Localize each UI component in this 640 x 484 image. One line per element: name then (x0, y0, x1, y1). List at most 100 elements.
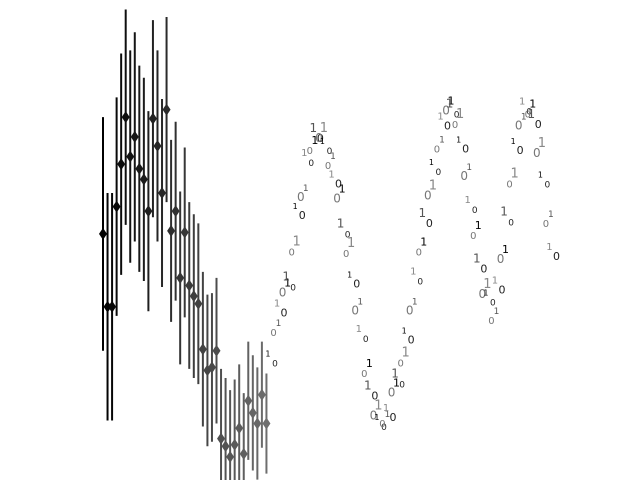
digit-zero-label: 0 (508, 218, 514, 228)
digit-one-label: 1 (546, 242, 552, 253)
diamond-marker (108, 300, 117, 313)
digit-zero-label: 0 (397, 358, 403, 369)
digit-one-label: 1 (538, 136, 546, 151)
digit-one-label: 1 (475, 219, 482, 232)
digit-one-label: 1 (357, 298, 363, 308)
diamond-marker (117, 158, 126, 171)
digit-one-label: 1 (284, 277, 291, 290)
digit-one-label: 1 (347, 270, 352, 279)
digit-zero-label: 0 (353, 277, 360, 290)
digit-one-label: 1 (502, 243, 509, 256)
digit-zero-label: 0 (545, 180, 551, 190)
digit-one-label: 1 (511, 137, 516, 146)
digit-one-label: 1 (366, 357, 373, 370)
digit-zero-label: 0 (325, 161, 331, 172)
marker-layer (99, 103, 271, 463)
diamond-marker (148, 112, 157, 125)
diamond-marker (212, 344, 221, 357)
digit-one-label: 1 (439, 135, 445, 145)
digit-one-label: 1 (429, 158, 434, 167)
digit-one-label: 1 (456, 107, 464, 122)
digit-one-label: 1 (527, 107, 535, 121)
digit-one-label: 1 (347, 236, 355, 251)
digit-one-label: 1 (437, 112, 443, 123)
digit-zero-label: 0 (345, 230, 351, 240)
digit-zero-label: 0 (416, 248, 422, 259)
diamond-marker (167, 224, 176, 237)
digit-zero-label: 0 (351, 304, 359, 318)
digit-one-label: 1 (374, 413, 379, 422)
digit-one-label: 1 (393, 377, 400, 390)
diamond-marker (207, 361, 216, 374)
digit-zero-label: 0 (270, 328, 276, 339)
digit-one-label: 1 (538, 170, 543, 179)
digit-zero-label: 0 (272, 359, 278, 369)
diamond-marker (130, 130, 139, 143)
digit-zero-label: 0 (462, 142, 469, 155)
digit-zero-label: 0 (470, 231, 476, 242)
digit-one-label: 1 (521, 113, 527, 123)
diamond-marker (198, 343, 207, 356)
digit-zero-label: 0 (343, 249, 349, 260)
digit-zero-label: 0 (498, 284, 505, 297)
digit-one-label: 1 (510, 166, 518, 181)
digit-zero-label: 0 (333, 192, 341, 206)
digit-zero-label: 0 (361, 369, 367, 380)
diamond-marker (262, 417, 271, 430)
digit-zero-label: 0 (279, 286, 287, 300)
digit-zero-label: 0 (517, 144, 524, 157)
digit-zero-label: 0 (472, 206, 478, 216)
digit-one-label: 1 (448, 95, 455, 108)
diamond-marker (244, 394, 253, 407)
error-bar-layer (102, 9, 268, 484)
diamond-marker (230, 438, 239, 451)
diamond-marker (126, 150, 135, 163)
digit-zero-label: 0 (553, 250, 560, 263)
diamond-marker (99, 227, 107, 240)
digit-zero-label: 0 (497, 252, 505, 266)
digit-one-label: 1 (282, 269, 290, 283)
digit-one-label: 1 (402, 327, 407, 336)
digit-zero-label: 0 (388, 386, 396, 400)
digit-one-label: 1 (339, 183, 346, 196)
digit-one-label: 1 (293, 202, 298, 211)
digit-one-label: 1 (473, 251, 481, 265)
diamond-marker (221, 440, 230, 453)
digit-zero-label: 0 (488, 316, 494, 327)
digit-zero-label: 0 (299, 209, 306, 222)
digit-one-label: 1 (529, 98, 536, 111)
digit-zero-label: 0 (452, 120, 458, 131)
diamond-marker (135, 162, 144, 175)
digit-zero-label: 0 (315, 131, 323, 145)
digit-zero-label: 0 (490, 299, 496, 309)
digit-zero-label: 0 (381, 423, 387, 433)
digit-one-label: 1 (310, 121, 318, 135)
digit-one-label: 1 (548, 210, 554, 220)
digit-zero-label: 0 (506, 179, 512, 190)
digit-one-label: 1 (419, 206, 427, 220)
diamond-marker (235, 422, 244, 435)
digit-zero-label: 0 (434, 144, 440, 155)
digit-zero-label: 0 (436, 168, 442, 178)
diamond-marker (253, 417, 262, 430)
digit-zero-label: 0 (408, 334, 415, 347)
diamond-marker (153, 139, 162, 152)
digit-one-label: 1 (420, 236, 427, 249)
digit-zero-label: 0 (371, 390, 378, 403)
digit-one-label: 1 (320, 121, 328, 136)
digit-one-label: 1 (385, 410, 391, 420)
digit-zero-label: 0 (308, 159, 314, 169)
digit-one-label: 1 (500, 204, 508, 218)
digit-zero-label: 0 (479, 287, 487, 301)
diamond-marker (139, 173, 148, 186)
diamond-marker (144, 205, 153, 218)
digit-zero-label: 0 (460, 169, 468, 183)
digit-zero-label: 0 (399, 381, 405, 391)
diamond-marker (162, 103, 171, 116)
diamond-marker (103, 300, 112, 313)
digit-one-label: 1 (337, 216, 345, 230)
diamond-marker (158, 186, 167, 199)
digit-one-label: 1 (320, 137, 325, 146)
digit-one-label: 1 (456, 135, 461, 144)
